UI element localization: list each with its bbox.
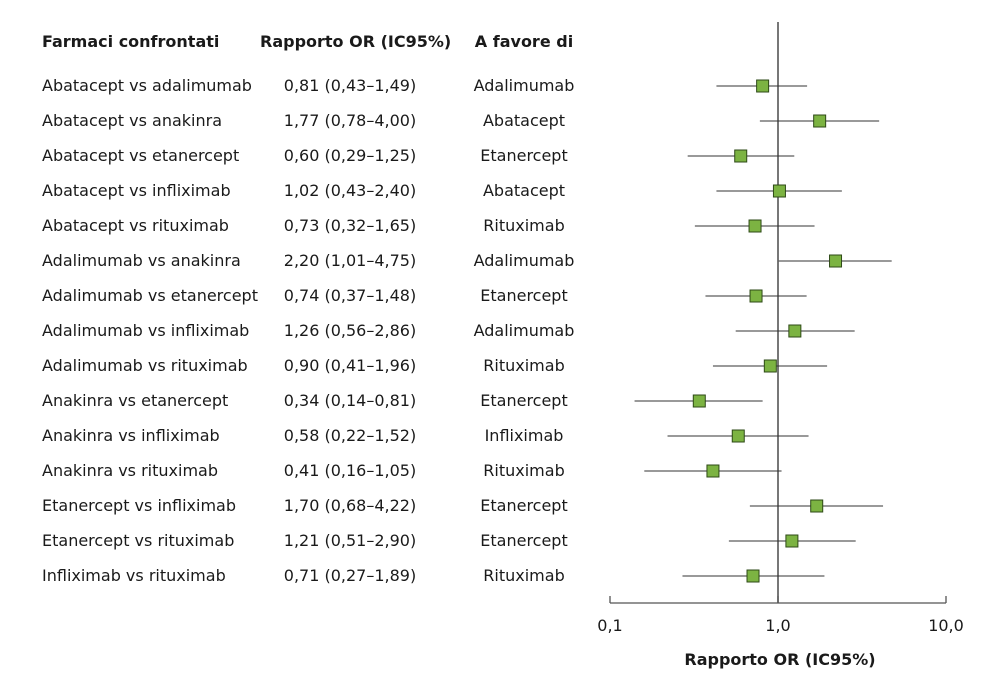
header-comparison: Farmaci confrontati — [42, 32, 220, 51]
row-favors: Infliximab — [484, 426, 564, 445]
row-favors: Adalimumab — [473, 251, 575, 270]
header-ratio: Rapporto OR (IC95%) — [260, 32, 452, 51]
or-marker — [746, 569, 760, 583]
row-comparison: Anakinra vs rituximab — [42, 461, 218, 480]
row-or-text: 0,58 (0,22–1,52) — [283, 426, 417, 445]
row-or-text: 0,34 (0,14–0,81) — [283, 391, 417, 410]
row-favors: Etanercept — [480, 531, 568, 550]
row-or-text: 1,21 (0,51–2,90) — [283, 531, 417, 550]
row-comparison: Adalimumab vs etanercept — [42, 286, 258, 305]
or-marker — [706, 464, 720, 478]
or-marker — [731, 429, 745, 443]
row-comparison: Anakinra vs etanercept — [42, 391, 229, 410]
row-comparison: Adalimumab vs anakinra — [42, 251, 241, 270]
row-or-text: 0,41 (0,16–1,05) — [283, 461, 417, 480]
or-marker — [692, 394, 706, 408]
or-marker — [829, 254, 843, 268]
row-or-text: 2,20 (1,01–4,75) — [283, 251, 417, 270]
or-marker — [813, 114, 827, 128]
row-favors: Etanercept — [480, 391, 568, 410]
or-marker — [763, 359, 777, 373]
row-or-text: 0,60 (0,29–1,25) — [283, 146, 417, 165]
row-favors: Rituximab — [483, 461, 565, 480]
or-marker — [785, 534, 799, 548]
row-comparison: Adalimumab vs infliximab — [42, 321, 250, 340]
row-favors: Rituximab — [483, 216, 565, 235]
row-favors: Abatacept — [482, 111, 566, 130]
or-marker — [772, 184, 786, 198]
x-tick-label: 0,1 — [597, 616, 622, 635]
row-or-text: 1,02 (0,43–2,40) — [283, 181, 417, 200]
row-comparison: Etanercept vs rituximab — [42, 531, 235, 550]
row-or-text: 0,81 (0,43–1,49) — [283, 76, 417, 95]
or-marker — [756, 79, 770, 93]
row-favors: Abatacept — [482, 181, 566, 200]
row-or-text: 1,26 (0,56–2,86) — [283, 321, 417, 340]
row-favors: Etanercept — [480, 496, 568, 515]
row-or-text: 1,77 (0,78–4,00) — [283, 111, 417, 130]
row-comparison: Abatacept vs infliximab — [42, 181, 231, 200]
row-comparison: Abatacept vs etanercept — [42, 146, 240, 165]
row-or-text: 0,73 (0,32–1,65) — [283, 216, 417, 235]
row-comparison: Abatacept vs adalimumab — [42, 76, 252, 95]
row-or-text: 1,70 (0,68–4,22) — [283, 496, 417, 515]
row-favors: Adalimumab — [473, 321, 575, 340]
or-marker — [788, 324, 802, 338]
row-comparison: Etanercept vs infliximab — [42, 496, 237, 515]
row-favors: Rituximab — [483, 356, 565, 375]
or-marker — [810, 499, 824, 513]
row-or-text: 0,71 (0,27–1,89) — [283, 566, 417, 585]
x-tick-label: 10,0 — [928, 616, 964, 635]
or-marker — [748, 219, 762, 233]
row-comparison: Abatacept vs rituximab — [42, 216, 229, 235]
x-tick-label: 1,0 — [765, 616, 790, 635]
row-or-text: 0,90 (0,41–1,96) — [283, 356, 417, 375]
row-comparison: Anakinra vs infliximab — [42, 426, 220, 445]
row-favors: Adalimumab — [473, 76, 575, 95]
row-favors: Etanercept — [480, 286, 568, 305]
row-comparison: Adalimumab vs rituximab — [42, 356, 248, 375]
row-comparison: Infliximab vs rituximab — [42, 566, 226, 585]
row-comparison: Abatacept vs anakinra — [42, 111, 223, 130]
or-marker — [734, 149, 748, 163]
x-axis-title: Rapporto OR (IC95%) — [684, 650, 876, 669]
row-favors: Etanercept — [480, 146, 568, 165]
or-marker — [749, 289, 763, 303]
row-favors: Rituximab — [483, 566, 565, 585]
row-or-text: 0,74 (0,37–1,48) — [283, 286, 417, 305]
header-favors: A favore di — [474, 32, 574, 51]
